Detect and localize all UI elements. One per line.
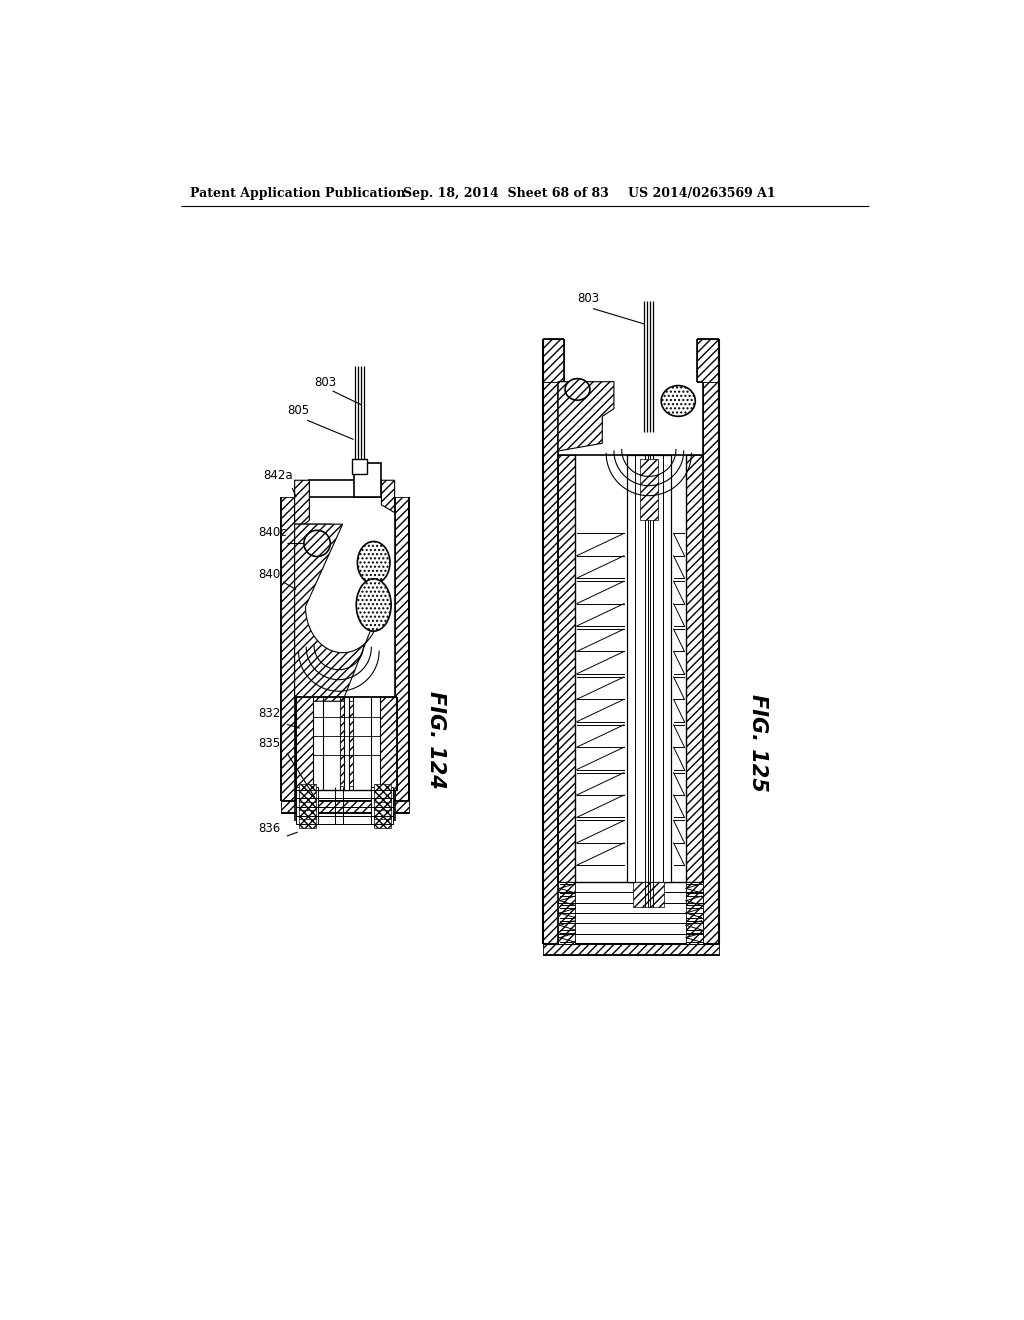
Bar [296, 804, 317, 816]
Polygon shape [296, 524, 331, 552]
Bar [374, 809, 391, 828]
Polygon shape [380, 789, 389, 821]
Bar [686, 882, 703, 944]
Bar [543, 944, 719, 956]
Bar [640, 459, 658, 520]
Polygon shape [558, 381, 614, 451]
Text: Sep. 18, 2014  Sheet 68 of 83: Sep. 18, 2014 Sheet 68 of 83 [403, 187, 609, 199]
Bar [296, 813, 317, 825]
Bar [372, 796, 393, 807]
Bar [299, 784, 315, 801]
Bar [344, 697, 349, 789]
Bar [627, 455, 671, 882]
Bar [354, 462, 381, 498]
Bar [686, 455, 703, 882]
Bar [697, 339, 719, 381]
Text: 840: 840 [258, 568, 281, 581]
Polygon shape [304, 789, 313, 821]
Text: FIG. 125: FIG. 125 [748, 693, 768, 791]
Text: 803: 803 [578, 293, 600, 305]
Bar [299, 809, 315, 828]
Text: 803: 803 [314, 376, 336, 388]
Bar [281, 498, 295, 801]
Bar [296, 796, 317, 807]
Ellipse shape [356, 578, 391, 631]
Polygon shape [381, 480, 394, 512]
Bar [372, 787, 393, 799]
Text: 840c: 840c [258, 525, 287, 539]
Bar [372, 804, 393, 816]
Text: 836: 836 [258, 822, 281, 836]
Bar [558, 882, 575, 944]
Text: US 2014/0263569 A1: US 2014/0263569 A1 [628, 187, 775, 199]
Bar [374, 801, 391, 818]
Text: 835: 835 [258, 738, 281, 751]
Bar [299, 801, 315, 818]
Polygon shape [295, 524, 380, 701]
Bar [299, 792, 315, 810]
Bar [352, 459, 368, 474]
Bar [372, 813, 393, 825]
Bar [380, 697, 397, 789]
Bar [543, 381, 558, 944]
Text: Patent Application Publication: Patent Application Publication [190, 187, 406, 199]
Ellipse shape [304, 531, 331, 557]
Text: 832: 832 [258, 706, 281, 719]
Ellipse shape [662, 385, 695, 416]
Bar [558, 455, 575, 882]
Bar [374, 792, 391, 810]
Ellipse shape [565, 379, 590, 400]
Ellipse shape [357, 541, 390, 583]
Bar [281, 801, 409, 813]
Bar [309, 480, 381, 498]
Bar [633, 882, 665, 907]
Bar [340, 701, 352, 785]
Text: FIG. 124: FIG. 124 [426, 692, 446, 789]
Bar [296, 697, 313, 789]
Bar [296, 787, 317, 799]
Text: 842a: 842a [263, 470, 293, 483]
Bar [374, 784, 391, 801]
Bar [394, 498, 409, 801]
Bar [543, 339, 564, 381]
Polygon shape [295, 480, 309, 532]
Text: 805: 805 [288, 404, 310, 417]
Bar [703, 381, 719, 944]
